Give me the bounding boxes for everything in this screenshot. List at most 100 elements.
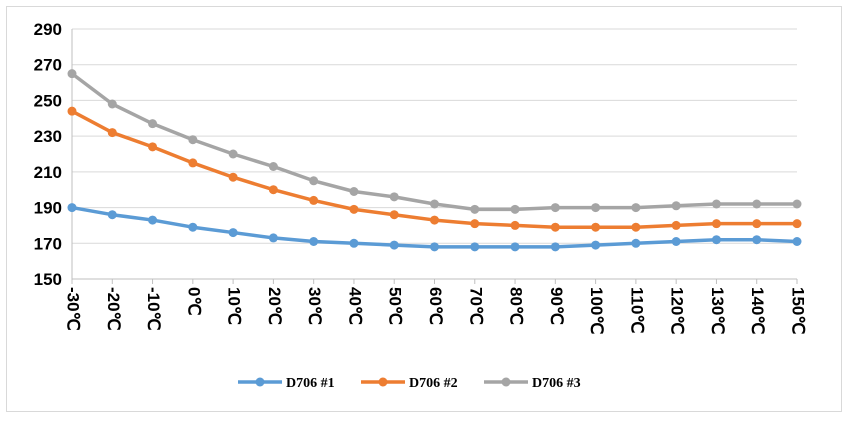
data-point xyxy=(671,237,681,246)
series-line-2 xyxy=(71,109,797,229)
chart-frame xyxy=(6,6,842,412)
data-point xyxy=(591,222,601,232)
x-tick-label: 120℃ xyxy=(668,287,687,334)
data-point xyxy=(148,142,158,152)
x-tick-label: 130℃ xyxy=(708,287,727,334)
y-tick-label: 230 xyxy=(34,127,62,146)
data-point xyxy=(792,199,802,209)
data-point xyxy=(470,204,480,214)
data-point xyxy=(67,203,77,213)
legend-label: D706 #2 xyxy=(409,376,458,391)
data-point xyxy=(550,203,560,213)
legend-swatch-marker xyxy=(501,377,511,387)
data-point xyxy=(309,237,319,246)
data-point xyxy=(752,235,762,245)
data-point xyxy=(430,199,439,209)
x-tick-label: 140℃ xyxy=(748,287,767,334)
y-tick-label: 250 xyxy=(34,91,62,110)
legend-item: D706 #2 xyxy=(361,376,458,391)
x-tick-label: -20℃ xyxy=(104,287,123,331)
data-point xyxy=(268,233,278,243)
legend-label: D706 #1 xyxy=(286,376,335,391)
axis-layer: 150 170 190 210 230 250 270 290 -30℃ -20℃ -10℃ 0℃ 10… xyxy=(34,20,808,334)
data-point xyxy=(67,106,77,116)
legend-item: D706 #3 xyxy=(484,376,581,391)
data-point xyxy=(711,219,721,229)
x-tick-label: 150℃ xyxy=(789,287,808,334)
x-tick-label: -10℃ xyxy=(144,287,163,331)
data-point xyxy=(591,240,601,250)
y-tick-label: 150 xyxy=(34,270,62,289)
data-point xyxy=(711,199,721,209)
x-tick-label: 80℃ xyxy=(507,287,526,325)
data-point xyxy=(148,119,158,129)
data-point xyxy=(752,199,762,209)
data-point xyxy=(470,219,480,229)
data-point xyxy=(107,128,117,138)
data-point xyxy=(631,203,641,213)
data-point xyxy=(671,220,681,230)
data-point xyxy=(389,210,399,220)
legend: D706 #1 D706 #2 D706 #3 xyxy=(238,376,581,391)
x-tick-label: 70℃ xyxy=(466,287,485,325)
data-point xyxy=(430,215,439,225)
data-point xyxy=(430,242,439,252)
data-point xyxy=(67,69,77,79)
data-point xyxy=(510,242,520,252)
data-point xyxy=(228,172,238,182)
data-point xyxy=(470,242,480,252)
series-layer xyxy=(67,69,802,252)
x-tick-label: 40℃ xyxy=(345,287,364,325)
data-point xyxy=(389,240,399,250)
data-point xyxy=(349,187,359,196)
data-point xyxy=(711,235,721,245)
data-point xyxy=(188,222,198,232)
data-point xyxy=(792,219,802,229)
series-line-3 xyxy=(70,72,797,212)
x-tick-label: 90℃ xyxy=(547,287,566,325)
data-point xyxy=(188,158,198,168)
series-line-1 xyxy=(71,205,798,249)
data-point xyxy=(510,220,520,230)
x-tick-label: 60℃ xyxy=(426,287,445,325)
data-point xyxy=(550,242,560,252)
data-point xyxy=(510,204,520,214)
x-tick-label: -30℃ xyxy=(64,287,83,331)
data-point xyxy=(792,237,802,246)
x-tick-label: 0℃ xyxy=(184,287,203,316)
data-point xyxy=(228,149,238,159)
data-point xyxy=(107,99,117,109)
data-point xyxy=(309,195,319,205)
data-point xyxy=(268,162,278,171)
legend-swatch-marker xyxy=(255,377,265,387)
y-tick-label: 190 xyxy=(34,199,62,218)
legend-label: D706 #3 xyxy=(532,376,581,391)
data-point xyxy=(349,238,359,248)
data-point xyxy=(268,185,278,195)
y-tick-label: 270 xyxy=(34,56,62,75)
data-point xyxy=(550,222,560,232)
y-tick-label: 210 xyxy=(34,163,62,182)
data-point xyxy=(349,204,359,214)
data-point xyxy=(752,219,762,229)
data-point xyxy=(309,176,319,186)
x-tick-label: 110℃ xyxy=(627,287,646,334)
data-point xyxy=(631,238,641,248)
legend-swatch-marker xyxy=(378,377,388,387)
data-point xyxy=(188,135,198,145)
x-tick-label: 50℃ xyxy=(386,287,405,325)
x-tick-label: 100℃ xyxy=(587,287,606,334)
data-point xyxy=(591,203,601,213)
y-tick-label: 290 xyxy=(34,20,62,39)
data-point xyxy=(107,210,117,220)
x-tick-label: 10℃ xyxy=(225,287,244,325)
y-tick-label: 170 xyxy=(34,234,62,253)
data-point xyxy=(671,201,681,211)
data-point xyxy=(389,192,399,202)
x-tick-label: 20℃ xyxy=(265,287,284,325)
x-tick-label: 30℃ xyxy=(305,287,324,325)
data-point xyxy=(228,228,238,238)
data-point xyxy=(631,222,641,232)
data-point xyxy=(148,215,158,225)
